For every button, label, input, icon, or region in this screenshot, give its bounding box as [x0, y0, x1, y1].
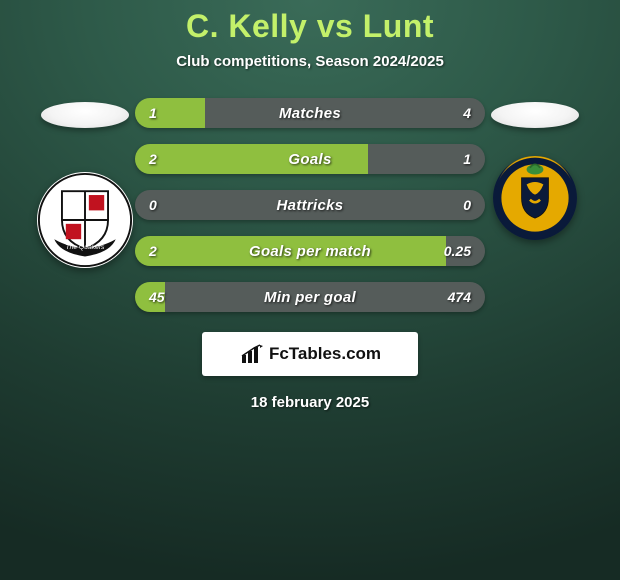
bar-overlay: 0 Hattricks 0 [135, 190, 485, 220]
svg-text:The Quakers: The Quakers [66, 244, 105, 251]
bar-overlay: 1 Matches 4 [135, 98, 485, 128]
page-title: C. Kelly vs Lunt [0, 8, 620, 45]
branding-chart-icon [239, 343, 265, 365]
right-value: 0 [463, 197, 471, 213]
southport-crest [493, 156, 577, 240]
stats-bars: 1 Matches 4 2 Goals 1 0 Hattricks 0 2 Goals per ma… [135, 98, 485, 312]
left-value: 1 [149, 105, 157, 121]
bar-overlay: 2 Goals 1 [135, 144, 485, 174]
stat-row-hattricks: 0 Hattricks 0 [135, 190, 485, 220]
stat-row-min-per-goal: 45 Min per goal 474 [135, 282, 485, 312]
left-side: The Quakers [35, 98, 135, 268]
right-value: 474 [448, 289, 471, 305]
date-text: 18 february 2025 [0, 394, 620, 411]
stat-row-matches: 1 Matches 4 [135, 98, 485, 128]
main-row: The Quakers 1 Matches 4 2 Goals 1 0 Hattricks 0 2… [0, 98, 620, 312]
bar-overlay: 45 Min per goal 474 [135, 282, 485, 312]
left-value: 2 [149, 243, 157, 259]
stat-row-goals: 2 Goals 1 [135, 144, 485, 174]
right-value: 4 [463, 105, 471, 121]
metric-label: Goals [288, 151, 331, 168]
content-wrapper: C. Kelly vs Lunt Club competitions, Seas… [0, 0, 620, 580]
left-value: 0 [149, 197, 157, 213]
metric-label: Matches [279, 105, 341, 122]
stat-row-goals-per-match: 2 Goals per match 0.25 [135, 236, 485, 266]
metric-label: Goals per match [249, 243, 371, 260]
right-player-ellipse [491, 102, 579, 128]
metric-label: Hattricks [277, 197, 344, 214]
metric-label: Min per goal [264, 289, 356, 306]
branding-text: FcTables.com [269, 344, 381, 364]
right-side [485, 98, 585, 240]
left-value: 2 [149, 151, 157, 167]
right-value: 0.25 [444, 243, 471, 259]
left-player-ellipse [41, 102, 129, 128]
left-value: 45 [149, 289, 165, 305]
bar-overlay: 2 Goals per match 0.25 [135, 236, 485, 266]
darlington-crest: The Quakers [37, 172, 133, 268]
right-value: 1 [463, 151, 471, 167]
branding-panel[interactable]: FcTables.com [202, 332, 418, 376]
page-subtitle: Club competitions, Season 2024/2025 [0, 53, 620, 70]
